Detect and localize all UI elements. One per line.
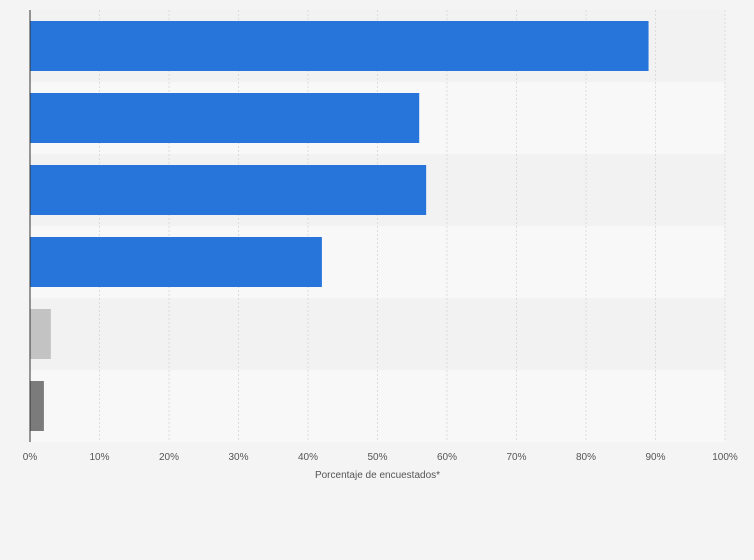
bar <box>30 309 51 359</box>
x-axis-title: Porcentaje de encuestados* <box>315 470 440 481</box>
bar <box>30 165 427 215</box>
x-tick-label: 0% <box>23 452 38 463</box>
bar <box>30 93 420 143</box>
x-tick-label: 80% <box>576 452 596 463</box>
x-tick-label: 30% <box>228 452 248 463</box>
x-tick-label: 10% <box>89 452 109 463</box>
x-tick-label: 100% <box>712 452 738 463</box>
x-tick-labels: 0% 10% 20% 30% 40% 50% 60% 70% 80% 90% 100% <box>23 452 738 463</box>
bars <box>30 21 649 431</box>
bar <box>30 21 649 71</box>
bar <box>30 381 44 431</box>
x-tick-label: 90% <box>645 452 665 463</box>
x-tick-label: 20% <box>159 452 179 463</box>
x-tick-label: 50% <box>367 452 387 463</box>
x-tick-label: 70% <box>506 452 526 463</box>
bar <box>30 237 322 287</box>
x-tick-label: 40% <box>298 452 318 463</box>
x-tick-label: 60% <box>437 452 457 463</box>
gridlines <box>99 10 726 442</box>
